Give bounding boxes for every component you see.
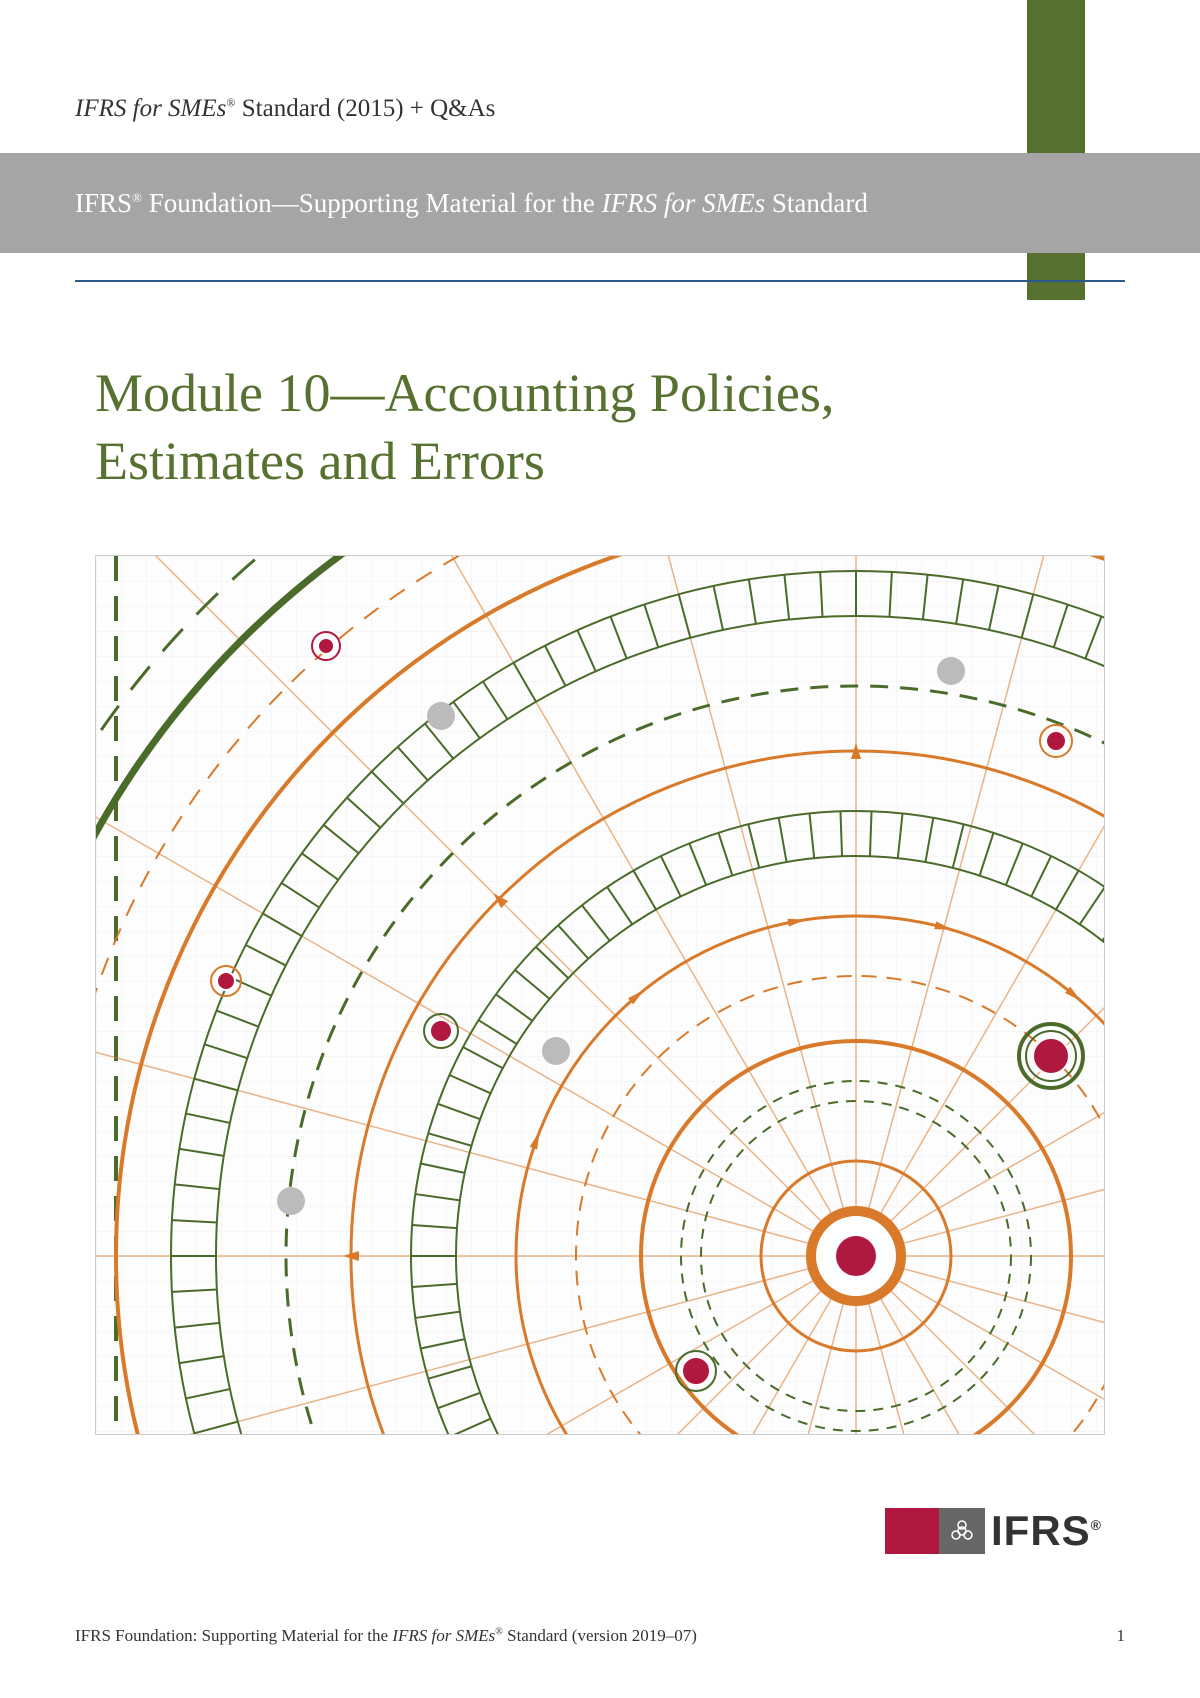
cover-diagram — [95, 555, 1105, 1435]
divider-line — [75, 280, 1125, 282]
header-italic: IFRS for SMEs — [75, 95, 226, 122]
logo-red-block — [885, 1508, 947, 1554]
module-title: Module 10—Accounting Policies, Estimates… — [95, 360, 834, 495]
registered-mark: ® — [226, 96, 235, 110]
document-series-header: IFRS for SMEs® Standard (2015) + Q&As — [75, 95, 495, 123]
footer-text: IFRS Foundation: Supporting Material for… — [75, 1626, 697, 1646]
page-footer: IFRS Foundation: Supporting Material for… — [75, 1626, 1125, 1646]
header-suffix: Standard (2015) + Q&As — [236, 95, 496, 122]
ifrs-logo: IFRS® — [885, 1500, 1105, 1562]
logo-hex-icon — [939, 1508, 985, 1554]
subtitle-text: IFRS® Foundation—Supporting Material for… — [75, 188, 868, 219]
logo-text: IFRS® — [991, 1507, 1102, 1555]
page-number: 1 — [1117, 1626, 1126, 1646]
radial-diagram-svg — [96, 556, 1105, 1435]
subtitle-bar: IFRS® Foundation—Supporting Material for… — [0, 153, 1200, 253]
green-accent-tab — [1027, 0, 1085, 300]
